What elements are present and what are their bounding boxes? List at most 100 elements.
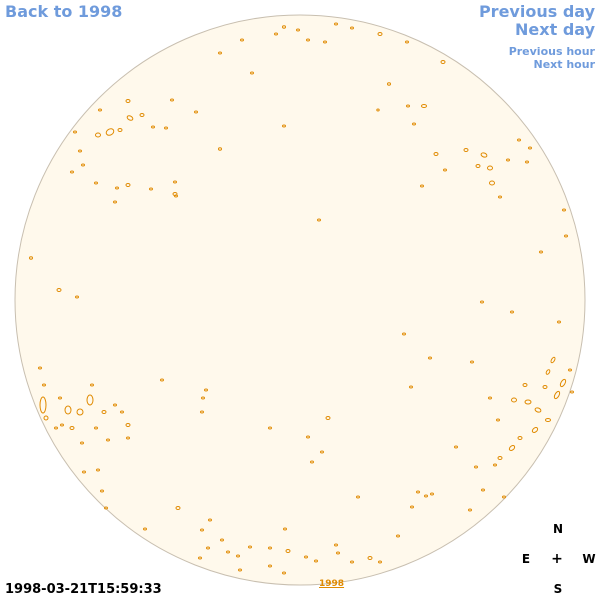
contour-blob — [420, 184, 424, 188]
contour-blob — [117, 128, 123, 132]
contour-blob — [120, 410, 124, 414]
contour-blob — [562, 208, 566, 212]
contour-blob — [113, 200, 117, 204]
contour-blob — [410, 505, 414, 509]
contour-blob — [236, 554, 240, 558]
contour-blob — [268, 426, 272, 430]
contour-blob — [81, 163, 85, 167]
contour-blob — [42, 383, 46, 387]
contour-blob — [553, 390, 561, 400]
contour-blob — [405, 40, 409, 44]
contour-blob — [126, 436, 130, 440]
contour-blob — [218, 147, 222, 151]
contour-blob — [218, 51, 222, 55]
back-to-year-link[interactable]: Back to 1998 — [5, 2, 123, 21]
contour-blob — [367, 556, 373, 560]
contour-blob — [487, 165, 493, 171]
contour-blob — [283, 527, 287, 531]
contour-blob — [304, 555, 308, 559]
contour-blob — [106, 438, 110, 442]
previous-hour-link[interactable]: Previous hour — [508, 45, 595, 58]
contour-blob — [56, 288, 62, 292]
contour-blob — [220, 538, 224, 542]
contour-blob — [480, 152, 488, 158]
contour-blob — [143, 527, 147, 531]
contour-blob — [428, 356, 432, 360]
contour-blob — [60, 423, 64, 427]
contour-blob — [506, 158, 510, 162]
contour-blob — [517, 138, 521, 142]
contour-blob — [100, 489, 104, 493]
contour-blob — [200, 528, 204, 532]
contour-blob — [334, 543, 338, 547]
contour-blob — [350, 560, 354, 564]
contour-blob — [238, 568, 242, 572]
contour-blob — [320, 450, 324, 454]
contour-blob — [282, 571, 286, 575]
contour-blob — [248, 545, 252, 549]
contour-blob — [206, 546, 210, 550]
contour-blob — [306, 435, 310, 439]
contour-blob — [412, 122, 416, 126]
contour-blob — [226, 550, 230, 554]
contour-blob — [522, 383, 528, 387]
contour-blob — [174, 194, 178, 198]
contour-blob — [151, 125, 155, 129]
contour-blob — [323, 40, 327, 44]
contour-blob — [73, 130, 77, 134]
contour-blob — [86, 394, 94, 406]
contour-blob — [454, 445, 458, 449]
contour-blob — [443, 168, 447, 172]
contour-blob — [534, 407, 542, 413]
contour-blob — [139, 113, 145, 117]
contour-blob — [64, 405, 72, 415]
contour-blob — [498, 195, 502, 199]
contour-blob — [463, 148, 469, 152]
contour-blob — [90, 383, 94, 387]
contour-blob — [201, 396, 205, 400]
contour-blob — [274, 32, 278, 36]
previous-day-link[interactable]: Previous day — [478, 2, 595, 21]
next-day-link[interactable]: Next day — [515, 20, 595, 39]
contour-blob — [325, 416, 331, 420]
contour-blob — [430, 492, 434, 496]
contour-blob — [497, 456, 503, 460]
compass-center-cross: + — [551, 551, 563, 567]
next-hour-link[interactable]: Next hour — [533, 58, 596, 71]
contour-blob — [377, 32, 383, 36]
contour-blob — [101, 410, 107, 414]
contour-blob — [306, 38, 310, 42]
contour-blob — [356, 495, 360, 499]
contour-blob — [125, 183, 131, 187]
year-link[interactable]: 1998 — [319, 579, 345, 589]
contour-blob — [76, 408, 84, 416]
contour-blob — [125, 99, 131, 103]
contour-blob — [96, 468, 100, 472]
contour-blob — [570, 390, 574, 394]
compass-north-label: N — [552, 522, 564, 536]
contour-blob — [557, 320, 561, 324]
contour-blob — [440, 60, 446, 64]
contour-blob — [104, 506, 108, 510]
contour-blob — [468, 508, 472, 512]
contour-blob — [58, 396, 62, 400]
contour-blob — [545, 418, 551, 422]
contour-blob — [542, 385, 548, 389]
contour-blob — [334, 22, 338, 26]
contour-blob — [80, 441, 84, 445]
solar-disk — [14, 14, 586, 586]
contour-blob — [164, 126, 168, 130]
contour-blob — [317, 218, 321, 222]
contour-blob — [481, 488, 485, 492]
contour-blob — [475, 164, 481, 168]
contour-blob — [489, 180, 495, 186]
contour-blob — [480, 300, 484, 304]
contour-blob — [424, 494, 428, 498]
contour-blob — [517, 436, 523, 440]
contour-blob — [511, 397, 517, 403]
contour-blob — [38, 366, 42, 370]
contour-blob — [539, 250, 543, 254]
contour-blob — [285, 549, 291, 553]
contour-blob — [173, 180, 177, 184]
